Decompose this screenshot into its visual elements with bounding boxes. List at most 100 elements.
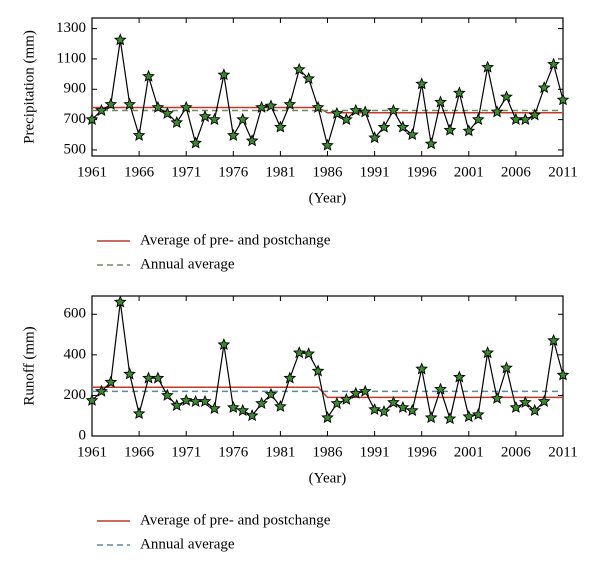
data-point [123,367,137,380]
data-point [330,106,344,119]
y-tick-label: 200 [64,387,87,403]
data-point [132,407,146,420]
x-tick-label: 1971 [171,444,201,460]
data-point [405,128,419,141]
y-tick-label: 1300 [56,20,86,36]
x-tick-label: 1996 [407,444,438,460]
data-point [547,57,560,70]
data-point [302,347,316,360]
x-axis-label: (Year) [309,470,347,486]
x-tick-label: 2001 [454,164,484,180]
data-point [274,120,287,133]
data-point [170,115,184,129]
data-point [217,68,231,81]
legend-label: Annual average [140,536,235,552]
x-tick-label: 2006 [501,444,532,460]
legend-label: Average of pre- and postchange [140,512,331,528]
data-point [330,396,344,409]
data-point [179,100,193,113]
data-point [236,112,250,126]
data-point [311,100,325,113]
y-tick-label: 700 [64,111,87,127]
data-point [490,391,504,404]
data-point [245,134,259,147]
data-point [443,412,457,425]
data-point [302,72,316,85]
data-point [189,136,203,149]
data-point [208,401,221,415]
data-point [255,100,268,113]
data-point [434,382,447,395]
data-point [528,108,542,121]
y-tick-label: 900 [64,81,87,97]
x-tick-label: 1981 [265,444,295,460]
x-tick-label: 1966 [124,444,155,460]
data-point [245,409,259,422]
data-point [509,400,523,413]
y-axis-label: Precipitation (mm) [21,30,37,144]
data-point [377,120,391,133]
data-line [91,302,564,422]
data-point [452,370,466,383]
data-point [358,384,372,397]
data-point [160,388,174,401]
x-tick-label: 1991 [360,164,390,180]
data-point [537,81,551,94]
data-point [518,112,532,126]
y-tick-label: 400 [64,346,87,362]
data-point [424,411,438,424]
x-tick-label: 1996 [407,164,438,180]
y-tick-label: 500 [64,141,87,157]
y-axis-label: Runoff (mm) [21,326,37,405]
x-tick-label: 2006 [501,164,532,180]
data-point [95,384,108,397]
y-tick-label: 600 [64,306,87,322]
data-point [189,394,203,407]
legend-label: Average of pre- and postchange [140,232,331,248]
data-point [415,362,428,375]
data-point [274,399,287,412]
data-point [500,90,513,103]
y-tick-label: 1100 [57,50,86,66]
data-point [396,400,410,413]
data-point [434,95,447,108]
data-point [471,112,485,126]
data-point [349,386,363,399]
data-point [113,33,127,46]
data-point [471,408,485,421]
x-tick-label: 1976 [218,444,249,460]
data-point [368,402,381,416]
data-point [104,97,118,110]
data-point [396,120,410,133]
data-point [321,138,334,151]
legend-label: Annual average [140,256,235,272]
data-point [405,403,419,417]
data-point [208,112,221,126]
data-point [500,361,513,374]
average-line [92,106,563,114]
data-point [349,103,363,116]
x-tick-label: 1981 [265,164,295,180]
data-point [142,371,155,384]
data-point [292,62,306,75]
data-point [151,100,165,113]
x-tick-label: 1961 [77,164,107,180]
data-point [481,60,495,73]
data-point [452,86,466,99]
average-line [92,386,563,399]
data-point [387,395,400,408]
data-point [518,395,532,408]
x-tick-label: 2001 [454,444,484,460]
data-point [113,295,127,308]
x-tick-label: 1986 [313,444,344,460]
data-point [490,105,504,118]
data-point [424,137,438,150]
data-point [387,103,400,116]
data-point [509,112,523,126]
data-point [85,393,99,406]
data-point [227,128,240,141]
data-point [556,368,570,381]
data-point [528,403,542,417]
x-tick-label: 2011 [548,444,577,460]
data-point [179,393,193,406]
